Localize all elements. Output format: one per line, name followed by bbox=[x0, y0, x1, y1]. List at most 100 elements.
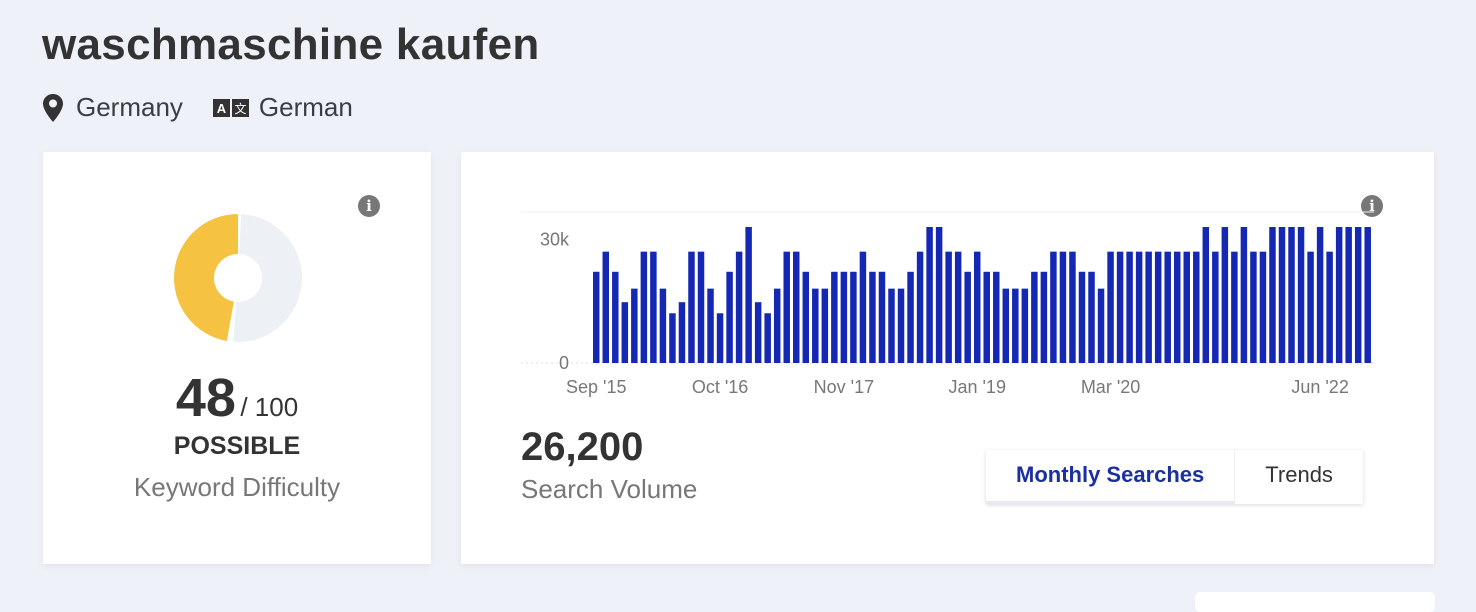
bar[interactable] bbox=[793, 251, 800, 363]
bar[interactable] bbox=[726, 271, 733, 363]
bar[interactable] bbox=[1297, 227, 1305, 363]
map-pin-icon bbox=[43, 93, 63, 122]
bar[interactable] bbox=[659, 288, 667, 363]
bar[interactable] bbox=[1031, 271, 1038, 363]
search-volume-label: Search Volume bbox=[521, 474, 698, 504]
bar[interactable] bbox=[954, 251, 962, 363]
bar[interactable] bbox=[878, 271, 886, 363]
bar[interactable] bbox=[897, 288, 905, 363]
bar[interactable] bbox=[869, 271, 876, 363]
bar[interactable] bbox=[812, 288, 819, 363]
bar[interactable] bbox=[678, 302, 686, 363]
x-tick-label: Nov '17 bbox=[814, 377, 874, 397]
x-tick-label: Jun '22 bbox=[1291, 377, 1348, 397]
bar[interactable] bbox=[935, 227, 943, 363]
bar[interactable] bbox=[707, 288, 714, 363]
bar[interactable] bbox=[1050, 251, 1057, 363]
bar[interactable] bbox=[783, 251, 790, 363]
bar[interactable] bbox=[964, 271, 971, 363]
bar[interactable] bbox=[1193, 251, 1200, 363]
bar[interactable] bbox=[1326, 251, 1333, 363]
bar[interactable] bbox=[1164, 251, 1171, 363]
difficulty-gauge bbox=[174, 214, 302, 342]
bar[interactable] bbox=[1116, 251, 1124, 363]
y-tick-label: 0 bbox=[559, 353, 569, 373]
bar[interactable] bbox=[650, 251, 657, 363]
difficulty-label: Keyword Difficulty bbox=[133, 472, 341, 502]
bar[interactable] bbox=[1145, 251, 1152, 363]
bar[interactable] bbox=[669, 313, 676, 363]
bar[interactable] bbox=[631, 288, 638, 363]
search-volume-chart: 0 30k Sep '15 Oct '16 Nov '17 Jan '19 Mar '20 J… bbox=[521, 211, 1374, 397]
bar[interactable] bbox=[1183, 251, 1190, 363]
bar[interactable] bbox=[1231, 251, 1238, 363]
bar[interactable] bbox=[1021, 288, 1029, 363]
bar[interactable] bbox=[993, 271, 1000, 363]
bar[interactable] bbox=[983, 271, 990, 363]
bar[interactable] bbox=[640, 251, 648, 363]
bar[interactable] bbox=[1097, 288, 1105, 363]
bar[interactable] bbox=[802, 271, 810, 363]
bar[interactable] bbox=[754, 302, 762, 363]
bar[interactable] bbox=[764, 313, 771, 363]
bar[interactable] bbox=[1040, 271, 1048, 363]
bar[interactable] bbox=[916, 251, 924, 363]
location: Germany bbox=[42, 92, 183, 123]
bar[interactable] bbox=[612, 271, 619, 363]
y-tick-label: 30k bbox=[540, 230, 570, 250]
bar[interactable] bbox=[1335, 227, 1343, 363]
bar[interactable] bbox=[716, 313, 724, 363]
bar[interactable] bbox=[1278, 227, 1286, 363]
svg-text:A: A bbox=[217, 101, 227, 116]
bar[interactable] bbox=[1307, 251, 1314, 363]
bar[interactable] bbox=[1078, 271, 1086, 363]
bar[interactable] bbox=[1135, 251, 1143, 363]
info-icon[interactable]: i bbox=[358, 195, 380, 217]
bar[interactable] bbox=[1212, 251, 1219, 363]
bar[interactable] bbox=[1088, 271, 1095, 363]
bar[interactable] bbox=[1012, 288, 1019, 363]
bar[interactable] bbox=[1240, 227, 1248, 363]
bar[interactable] bbox=[1069, 251, 1076, 363]
bar[interactable] bbox=[945, 251, 952, 363]
monthly-searches-tab[interactable]: Monthly Searches bbox=[986, 450, 1236, 504]
bar[interactable] bbox=[973, 251, 981, 363]
bar[interactable] bbox=[1107, 251, 1114, 363]
difficulty-score: 48 / 100 bbox=[43, 367, 431, 429]
bar[interactable] bbox=[1269, 227, 1276, 363]
bar[interactable] bbox=[821, 288, 829, 363]
bar[interactable] bbox=[735, 251, 743, 363]
bar[interactable] bbox=[1173, 251, 1181, 363]
bar[interactable] bbox=[688, 251, 695, 363]
bar[interactable] bbox=[697, 251, 705, 363]
bar[interactable] bbox=[1364, 227, 1371, 363]
score-max: / 100 bbox=[240, 392, 299, 422]
bar[interactable] bbox=[1126, 251, 1133, 363]
bar[interactable] bbox=[1154, 251, 1162, 363]
bar[interactable] bbox=[926, 227, 933, 363]
bar[interactable] bbox=[1259, 251, 1267, 363]
bar[interactable] bbox=[840, 271, 848, 363]
bar[interactable] bbox=[1288, 227, 1295, 363]
bar[interactable] bbox=[831, 271, 838, 363]
bar[interactable] bbox=[745, 227, 752, 363]
bar[interactable] bbox=[773, 288, 781, 363]
bar[interactable] bbox=[850, 271, 857, 363]
bar[interactable] bbox=[907, 271, 914, 363]
bar[interactable] bbox=[1002, 288, 1010, 363]
bar[interactable] bbox=[1059, 251, 1067, 363]
bar[interactable] bbox=[1250, 251, 1257, 363]
bar[interactable] bbox=[859, 251, 867, 363]
bar[interactable] bbox=[1221, 227, 1229, 363]
gauge-empty-arc bbox=[233, 214, 302, 342]
bar[interactable] bbox=[1354, 227, 1362, 363]
bar[interactable] bbox=[602, 251, 610, 363]
bar[interactable] bbox=[621, 302, 629, 363]
bar[interactable] bbox=[888, 288, 895, 363]
bar[interactable] bbox=[1345, 227, 1352, 363]
trends-tab[interactable]: Trends bbox=[1265, 462, 1333, 487]
bar[interactable] bbox=[593, 271, 600, 363]
bar[interactable] bbox=[1316, 227, 1324, 363]
bar[interactable] bbox=[1202, 227, 1210, 363]
